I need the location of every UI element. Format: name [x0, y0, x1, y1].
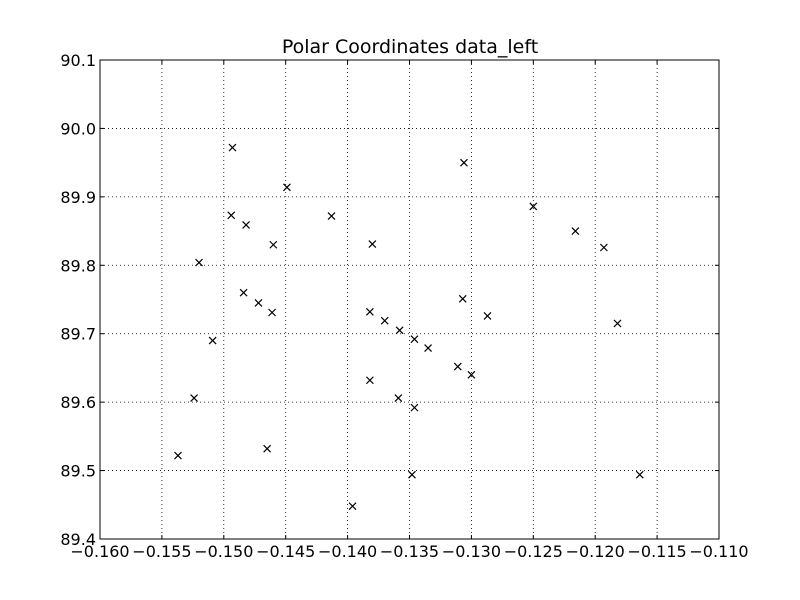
data-point: [190, 394, 199, 402]
axis-ticks: [99, 59, 720, 540]
x-tick-label: −0.135: [380, 542, 439, 561]
y-tick-label: 89.9: [60, 188, 96, 207]
x-tick-label: −0.120: [566, 542, 625, 561]
y-tick-label: 90.0: [60, 119, 96, 138]
data-point: [529, 202, 538, 211]
data-point: [263, 444, 272, 453]
data-point: [208, 336, 217, 345]
data-point: [410, 335, 419, 344]
x-tick-label: −0.160: [70, 542, 129, 561]
data-point: [424, 344, 432, 353]
data-point: [242, 220, 251, 229]
scatter-points: [174, 143, 644, 511]
x-tick-label: −0.130: [442, 542, 501, 561]
data-point: [467, 370, 476, 379]
x-tick-label: −0.155: [132, 542, 191, 561]
data-point: [483, 311, 492, 320]
x-tick-label: −0.110: [689, 542, 748, 561]
x-tick-label: −0.150: [194, 542, 253, 561]
data-point: [365, 307, 374, 316]
data-point: [228, 143, 237, 152]
x-tick-label: −0.115: [627, 542, 686, 561]
data-point: [571, 227, 580, 235]
x-tick-label: −0.125: [504, 542, 563, 561]
chart-title: Polar Coordinates data_left: [282, 36, 538, 58]
data-point: [348, 502, 357, 511]
data-point: [395, 326, 404, 335]
data-point: [195, 258, 203, 267]
data-point: [268, 308, 277, 317]
x-tick-label: −0.140: [318, 542, 377, 561]
data-point: [453, 362, 462, 371]
data-point: [283, 183, 291, 192]
data-point: [327, 212, 336, 220]
data-point: [410, 403, 419, 412]
data-point: [460, 158, 468, 167]
data-point: [365, 376, 374, 385]
data-point: [613, 319, 622, 328]
data-point: [239, 288, 248, 297]
data-point: [408, 470, 416, 479]
y-tick-label: 89.7: [60, 325, 96, 344]
grid: [100, 60, 719, 539]
data-point: [394, 394, 403, 402]
y-axis-tick-labels: 89.4 89.5 89.6 89.7 89.8 89.9 90.0 90.1: [60, 51, 96, 549]
data-point: [174, 451, 182, 460]
y-tick-label: 89.4: [60, 530, 96, 549]
y-tick-label: 89.8: [60, 256, 96, 275]
data-point: [254, 298, 263, 307]
x-axis-tick-labels: −0.160 −0.155 −0.150 −0.145 −0.140 −0.135 −0.1…: [70, 542, 748, 561]
data-point: [269, 240, 278, 249]
data-point: [635, 470, 644, 479]
y-tick-label: 90.1: [60, 51, 96, 70]
plot-frame: [99, 59, 720, 540]
data-point: [227, 211, 236, 220]
data-point: [458, 294, 467, 303]
y-tick-label: 89.5: [60, 462, 96, 481]
data-point: [368, 240, 377, 248]
x-tick-label: −0.145: [256, 542, 315, 561]
data-point: [380, 316, 389, 325]
y-tick-label: 89.6: [60, 393, 96, 412]
data-point: [599, 243, 608, 252]
